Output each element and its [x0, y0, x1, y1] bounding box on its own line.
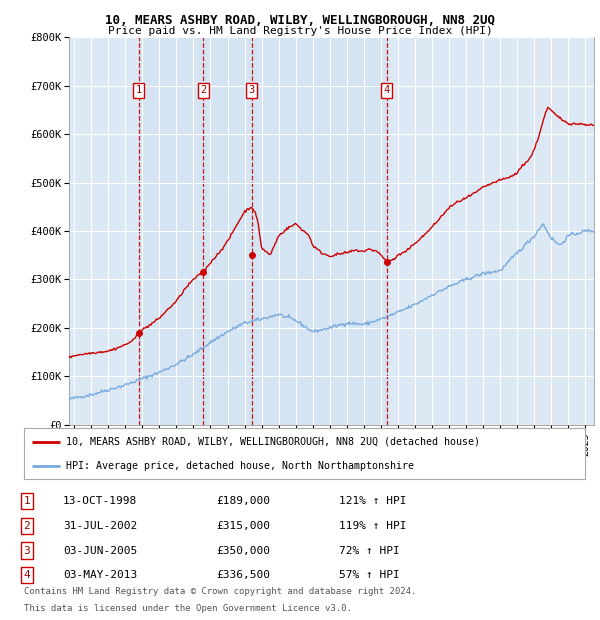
Text: HPI: Average price, detached house, North Northamptonshire: HPI: Average price, detached house, Nort…	[66, 461, 414, 471]
Text: 03-JUN-2005: 03-JUN-2005	[63, 546, 137, 556]
Text: £315,000: £315,000	[216, 521, 270, 531]
Text: 13-OCT-1998: 13-OCT-1998	[63, 496, 137, 506]
Text: 1: 1	[136, 86, 142, 95]
Text: 10, MEARS ASHBY ROAD, WILBY, WELLINGBOROUGH, NN8 2UQ: 10, MEARS ASHBY ROAD, WILBY, WELLINGBORO…	[105, 14, 495, 27]
Text: £336,500: £336,500	[216, 570, 270, 580]
Text: 1: 1	[23, 496, 31, 506]
Text: 121% ↑ HPI: 121% ↑ HPI	[339, 496, 407, 506]
Text: 4: 4	[23, 570, 31, 580]
Text: Contains HM Land Registry data © Crown copyright and database right 2024.: Contains HM Land Registry data © Crown c…	[24, 587, 416, 596]
Text: £189,000: £189,000	[216, 496, 270, 506]
Text: 2: 2	[23, 521, 31, 531]
Text: 57% ↑ HPI: 57% ↑ HPI	[339, 570, 400, 580]
Text: 119% ↑ HPI: 119% ↑ HPI	[339, 521, 407, 531]
Text: 10, MEARS ASHBY ROAD, WILBY, WELLINGBOROUGH, NN8 2UQ (detached house): 10, MEARS ASHBY ROAD, WILBY, WELLINGBORO…	[66, 436, 480, 446]
Text: 3: 3	[248, 86, 255, 95]
Text: 3: 3	[23, 546, 31, 556]
Bar	[139, 37, 386, 425]
Text: This data is licensed under the Open Government Licence v3.0.: This data is licensed under the Open Gov…	[24, 603, 352, 613]
Text: £350,000: £350,000	[216, 546, 270, 556]
Text: 2: 2	[200, 86, 206, 95]
Text: 03-MAY-2013: 03-MAY-2013	[63, 570, 137, 580]
Text: Price paid vs. HM Land Registry's House Price Index (HPI): Price paid vs. HM Land Registry's House …	[107, 26, 493, 36]
Text: 31-JUL-2002: 31-JUL-2002	[63, 521, 137, 531]
Text: 4: 4	[383, 86, 389, 95]
Text: 72% ↑ HPI: 72% ↑ HPI	[339, 546, 400, 556]
